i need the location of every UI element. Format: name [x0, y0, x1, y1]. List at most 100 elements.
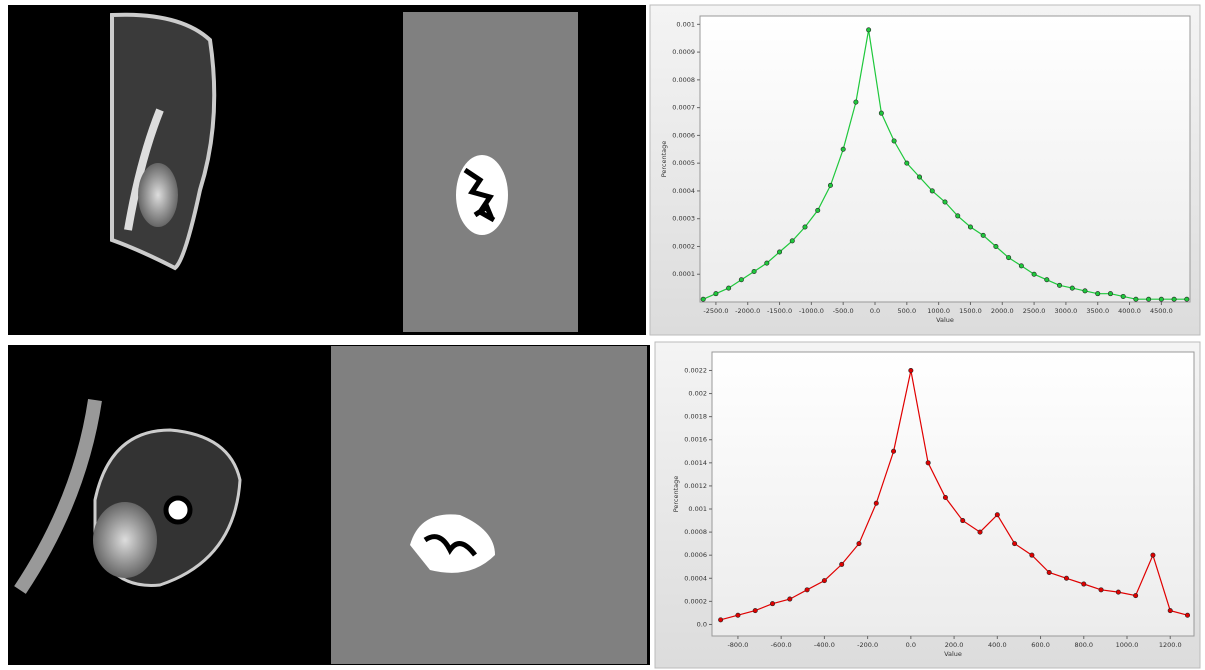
data-point	[1121, 294, 1125, 298]
y-tick-label: 0.0004	[684, 574, 707, 582]
x-tick-label: -500.0	[833, 307, 854, 315]
data-point	[816, 208, 820, 212]
data-point	[770, 601, 774, 605]
x-axis-label: Value	[944, 650, 962, 658]
y-tick-label: 0.001	[676, 20, 695, 28]
data-point	[777, 250, 781, 254]
data-point	[994, 244, 998, 248]
x-tick-label: 3500.0	[1086, 307, 1109, 315]
data-point	[739, 278, 743, 282]
x-tick-label: 4500.0	[1150, 307, 1173, 315]
x-tick-label: 1500.0	[959, 307, 982, 315]
data-point	[726, 286, 730, 290]
data-point	[1012, 541, 1016, 545]
data-point	[879, 111, 883, 115]
y-tick-label: 0.0004	[672, 187, 695, 195]
y-tick-label: 0.0006	[672, 131, 695, 139]
y-tick-label: 0.0002	[684, 597, 707, 605]
data-point	[822, 578, 826, 582]
y-tick-label: 0.0007	[672, 104, 695, 112]
data-point	[1146, 297, 1150, 301]
mri-panel-bottom	[8, 345, 650, 665]
data-point	[1185, 613, 1189, 617]
data-point	[1083, 289, 1087, 293]
data-point	[1099, 588, 1103, 592]
data-point	[1032, 272, 1036, 276]
data-point	[1064, 576, 1068, 580]
y-tick-label: 0.0008	[684, 528, 707, 536]
y-tick-label: 0.0006	[684, 551, 707, 559]
x-tick-label: 4000.0	[1118, 307, 1141, 315]
data-point	[1047, 570, 1051, 574]
y-tick-label: 0.0001	[672, 270, 695, 278]
data-point	[1096, 291, 1100, 295]
data-point	[866, 28, 870, 32]
data-point	[1082, 582, 1086, 586]
data-point	[1172, 297, 1176, 301]
y-tick-label: 0.0018	[684, 413, 707, 421]
plot-area	[712, 352, 1194, 636]
y-tick-label: 0.0	[697, 620, 707, 628]
y-tick-label: 0.002	[688, 390, 707, 398]
data-point	[909, 368, 913, 372]
data-point	[765, 261, 769, 265]
data-point	[1134, 297, 1138, 301]
x-tick-label: -2500.0	[703, 307, 728, 315]
y-tick-label: 0.0009	[672, 48, 695, 56]
data-point	[930, 189, 934, 193]
data-point	[905, 161, 909, 165]
y-tick-label: 0.0012	[684, 482, 707, 490]
x-tick-label: -200.0	[857, 641, 878, 649]
data-point	[841, 147, 845, 151]
y-tick-label: 0.0016	[684, 436, 707, 444]
x-tick-label: 2500.0	[1023, 307, 1046, 315]
y-tick-label: 0.0008	[672, 76, 695, 84]
data-point	[1057, 283, 1061, 287]
x-tick-label: 3000.0	[1055, 307, 1078, 315]
x-tick-label: 1000.0	[1116, 641, 1139, 649]
data-point	[892, 139, 896, 143]
x-tick-label: 1000.0	[927, 307, 950, 315]
x-tick-label: -800.0	[727, 641, 748, 649]
x-axis-label: Value	[936, 316, 954, 324]
data-point	[1006, 255, 1010, 259]
histogram-chart: 0.0001 0.0002 0.0003 0.0004 0.0005 0.0006 0.00…	[650, 5, 1200, 335]
y-tick-label: 0.0005	[672, 159, 695, 167]
figure: 0.00010.00020.00030.00040.00050.00060.00…	[0, 0, 1205, 670]
y-tick-label: 0.0014	[684, 459, 707, 467]
histogram-chart: 0.0 0.0002 0.0004 0.0006 0.0008 0.001 0.0012 0.…	[655, 342, 1200, 668]
data-point	[718, 618, 722, 622]
x-tick-label: 500.0	[898, 307, 917, 315]
data-point	[1070, 286, 1074, 290]
y-axis-label: Percentage	[672, 476, 680, 513]
data-point	[701, 297, 705, 301]
x-tick-label: 400.0	[988, 641, 1007, 649]
data-point	[1168, 608, 1172, 612]
x-tick-label: -1000.0	[799, 307, 824, 315]
data-point	[839, 562, 843, 566]
x-tick-label: 800.0	[1074, 641, 1093, 649]
y-tick-label: 0.0003	[672, 215, 695, 223]
data-point	[1133, 593, 1137, 597]
mri-panel-top	[8, 5, 646, 335]
x-tick-label: -600.0	[771, 641, 792, 649]
data-point	[961, 518, 965, 522]
data-point	[803, 225, 807, 229]
data-point	[736, 613, 740, 617]
data-point	[943, 200, 947, 204]
data-point	[753, 608, 757, 612]
data-point	[1185, 297, 1189, 301]
data-point	[917, 175, 921, 179]
data-point	[714, 291, 718, 295]
x-tick-label: 2000.0	[991, 307, 1014, 315]
y-tick-label: 0.0002	[672, 242, 695, 250]
data-point	[828, 183, 832, 187]
y-tick-label: 0.001	[688, 505, 707, 513]
data-point	[891, 449, 895, 453]
data-point	[874, 501, 878, 505]
data-point	[1151, 553, 1155, 557]
x-tick-label: 1200.0	[1159, 641, 1182, 649]
data-point	[857, 541, 861, 545]
data-point	[978, 530, 982, 534]
data-point	[981, 233, 985, 237]
